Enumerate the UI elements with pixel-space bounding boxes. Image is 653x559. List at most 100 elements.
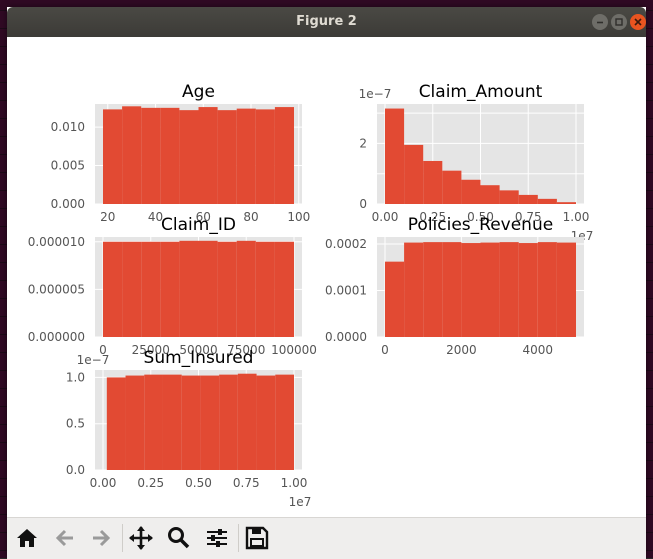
window-title: Figure 2 [296, 14, 357, 29]
y-tick-label: 0.000000 [28, 330, 85, 344]
x-tick-label: 40 [148, 210, 163, 224]
x-tick-label: 25000 [132, 343, 170, 357]
figure-window: Figure 2 Age 0.000 0.005 0.010 20 40 60 80 100 Cl… [7, 7, 646, 559]
x-tick-label: 1.00 [563, 210, 590, 224]
navigation-toolbar [7, 517, 646, 559]
y-tick-label: 0.0002 [325, 237, 367, 251]
histogram-bar [141, 241, 161, 337]
x-tick-label: 80 [243, 210, 258, 224]
histogram-bar [499, 242, 519, 337]
histogram-bar [255, 241, 275, 337]
x-tick-label: 4000 [523, 343, 554, 357]
home-button[interactable] [13, 524, 41, 552]
histogram-bar [103, 109, 123, 204]
y-tick-label: 0.010 [51, 120, 85, 134]
y-tick-label: 0.0 [66, 463, 85, 477]
histogram-bar [179, 110, 199, 204]
histogram-bar [217, 241, 237, 337]
histogram-bar [236, 240, 256, 337]
histogram-bar [274, 241, 294, 337]
histogram-bar [518, 243, 538, 337]
y-tick-label: 0.5 [66, 417, 85, 431]
histogram-bar [499, 190, 519, 204]
histogram-bar [122, 241, 142, 337]
x-tick-label: 0.00 [90, 476, 117, 490]
histogram-bar [537, 242, 557, 337]
x-tick-label: 0.25 [419, 210, 446, 224]
histogram-bar [144, 374, 163, 470]
histogram-bar [160, 241, 180, 337]
x-tick-label: 100 [287, 210, 310, 224]
x-tick-label: 0.50 [185, 476, 212, 490]
histogram-bar [480, 185, 500, 204]
y-tick-label: 1.0 [66, 370, 85, 384]
axes-title: Claim_ID [161, 215, 236, 235]
histogram-bar [219, 374, 238, 470]
histogram-bar [274, 107, 294, 204]
axes-title: Age [182, 82, 215, 102]
x-tick-label: 0.75 [233, 476, 260, 490]
close-button[interactable] [630, 14, 646, 30]
x-tick-label: 50000 [179, 343, 217, 357]
x-tick-label: 2000 [446, 343, 477, 357]
x-tick-label: 60 [196, 210, 211, 224]
y-tick-label: 2 [359, 136, 367, 150]
back-button[interactable] [51, 524, 79, 552]
histogram-bar [141, 107, 161, 204]
y-offset-label: 1e−7 [359, 87, 392, 101]
window-titlebar[interactable]: Figure 2 [7, 7, 646, 37]
save-icon [245, 526, 269, 550]
figure-canvas[interactable]: Age 0.000 0.005 0.010 20 40 60 80 100 Claim_Amoun… [7, 37, 646, 517]
histogram-bar [198, 240, 218, 337]
forward-button[interactable] [87, 524, 115, 552]
toolbar-separator [122, 524, 123, 552]
histogram-bar [461, 243, 481, 337]
x-tick-label: 100000 [271, 343, 317, 357]
histogram-bar [103, 241, 123, 337]
home-icon [17, 529, 37, 547]
histogram-bar [160, 107, 180, 204]
histogram-bar [556, 202, 576, 204]
pan-icon [129, 526, 153, 550]
y-tick-label: 0.000005 [28, 282, 85, 296]
histogram-bar [217, 110, 237, 204]
axes-title: Policies_Revenue [408, 215, 553, 235]
histogram-bar [255, 109, 275, 204]
axes-title: Claim_Amount [419, 82, 543, 102]
configure-subplots-button[interactable] [203, 524, 231, 552]
histogram-bar [404, 144, 424, 204]
maximize-button[interactable] [611, 14, 627, 30]
back-arrow-icon [55, 529, 73, 547]
y-tick-label: 0.005 [51, 159, 85, 173]
histogram-bar [423, 242, 443, 337]
save-button[interactable] [243, 524, 271, 552]
y-tick-label: 0.0000 [325, 330, 367, 344]
x-tick-label: 0.25 [137, 476, 164, 490]
histogram-bar [179, 240, 199, 337]
x-tick-label: 0.50 [467, 210, 494, 224]
y-tick-label: 0 [359, 197, 367, 211]
toolbar-separator [238, 524, 239, 552]
minimize-button[interactable] [592, 14, 608, 30]
histogram-bar [125, 375, 145, 470]
x-tick-label: 0 [99, 343, 107, 357]
histogram-bar [162, 374, 182, 470]
histogram-bar [480, 242, 500, 337]
histogram-bar [237, 373, 257, 470]
histogram-bar [442, 242, 462, 337]
y-tick-label: 0.000 [51, 197, 85, 211]
histogram-bar [106, 377, 126, 470]
y-tick-label: 0.0001 [325, 283, 367, 297]
x-tick-label: 0 [381, 343, 389, 357]
x-tick-label: 0.75 [515, 210, 542, 224]
x-tick-label: 0.00 [372, 210, 399, 224]
zoom-button[interactable] [165, 524, 193, 552]
close-icon [634, 18, 642, 26]
forward-arrow-icon [93, 529, 111, 547]
histogram-bar [537, 198, 557, 204]
pan-button[interactable] [127, 524, 155, 552]
histogram-bar [181, 375, 201, 470]
histogram-bar [423, 160, 443, 204]
histogram-bar [385, 261, 405, 337]
